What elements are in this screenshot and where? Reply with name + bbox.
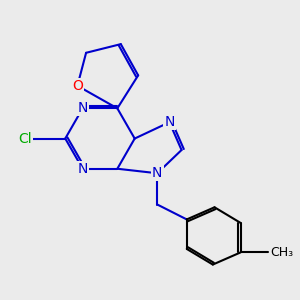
Text: N: N bbox=[164, 115, 175, 129]
Text: CH₃: CH₃ bbox=[270, 246, 293, 259]
Text: Cl: Cl bbox=[19, 131, 32, 146]
Text: N: N bbox=[152, 166, 162, 180]
Text: O: O bbox=[72, 79, 83, 93]
Text: N: N bbox=[77, 162, 88, 176]
Text: N: N bbox=[77, 101, 88, 115]
